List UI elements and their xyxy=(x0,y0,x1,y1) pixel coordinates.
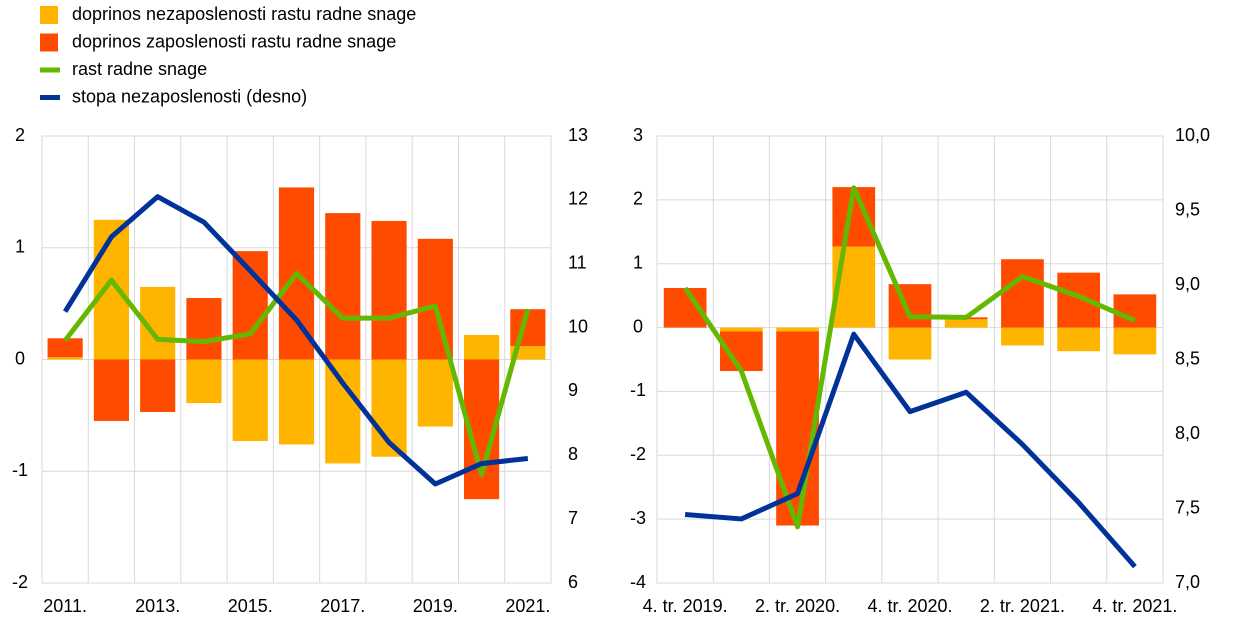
bar xyxy=(325,213,361,360)
y2-tick-label: 7,5 xyxy=(1175,497,1200,517)
bar xyxy=(186,298,222,360)
bar xyxy=(1113,294,1157,328)
legend-label: doprinos nezaposlenosti rastu radne snag… xyxy=(72,4,416,24)
y2-tick-label: 11 xyxy=(568,252,587,272)
x-tick-label: 2017. xyxy=(320,596,365,616)
bar xyxy=(1057,327,1101,352)
y2-tick-label: 9 xyxy=(568,380,578,400)
y2-tick-label: 8 xyxy=(568,444,578,464)
line xyxy=(63,270,531,478)
legend-swatch xyxy=(40,6,58,24)
bar xyxy=(719,327,763,332)
bar xyxy=(888,284,932,328)
bar xyxy=(47,338,83,358)
y2-tick-label: 9,5 xyxy=(1175,199,1200,219)
legend-swatch xyxy=(40,33,58,52)
line xyxy=(683,185,1136,530)
line xyxy=(684,331,1137,569)
y-tick-label: 3 xyxy=(633,125,643,145)
y2-tick-label: 10,0 xyxy=(1175,125,1210,145)
y2-tick-label: 10 xyxy=(568,316,588,336)
y-tick-label: -1 xyxy=(12,460,28,480)
y-tick-label: 0 xyxy=(15,348,25,368)
bar xyxy=(417,359,453,427)
bar xyxy=(1001,259,1044,328)
legend-label: stopa nezaposlenosti (desno) xyxy=(72,86,307,106)
x-tick-label: 2015. xyxy=(228,596,273,616)
bar xyxy=(1001,327,1044,346)
bar xyxy=(888,327,932,360)
bar xyxy=(325,359,361,464)
y2-tick-label: 8,5 xyxy=(1175,348,1200,368)
y2-tick-label: 8,0 xyxy=(1175,423,1200,443)
y-tick-label: 1 xyxy=(15,237,25,257)
bar xyxy=(464,334,500,360)
line xyxy=(63,194,529,487)
bar xyxy=(93,219,129,360)
y-tick-label: -2 xyxy=(12,572,28,592)
x-tick-label: 2019. xyxy=(413,596,458,616)
y2-tick-label: 9,0 xyxy=(1175,274,1200,294)
x-tick-label: 4. tr. 2019. xyxy=(643,596,728,616)
bar xyxy=(47,357,83,360)
bar xyxy=(776,327,819,332)
y-tick-label: 2 xyxy=(633,189,643,209)
bar xyxy=(371,220,407,360)
bar xyxy=(944,319,988,328)
y-tick-label: -4 xyxy=(630,572,646,592)
bar xyxy=(93,359,129,421)
legend-label: doprinos zaposlenosti rastu radne snage xyxy=(72,31,396,51)
y2-tick-label: 13 xyxy=(568,125,588,145)
x-tick-label: 2. tr. 2021. xyxy=(980,596,1065,616)
bar xyxy=(140,359,176,413)
bar xyxy=(186,359,222,404)
y-tick-label: 1 xyxy=(633,252,643,272)
x-tick-label: 2. tr. 2020. xyxy=(755,596,840,616)
x-tick-label: 2013. xyxy=(135,596,180,616)
x-tick-label: 4. tr. 2021. xyxy=(1092,596,1177,616)
y2-tick-label: 7 xyxy=(568,508,578,528)
x-tick-label: 2011. xyxy=(43,596,87,616)
y-tick-label: -2 xyxy=(630,444,646,464)
plot-frame xyxy=(656,135,1164,584)
bar xyxy=(278,359,315,445)
y2-tick-label: 6 xyxy=(568,572,578,592)
y-tick-label: -1 xyxy=(630,380,646,400)
legend-label: rast radne snage xyxy=(72,59,207,79)
plot-frame xyxy=(41,135,552,584)
y2-tick-label: 12 xyxy=(568,189,588,209)
y-tick-label: 0 xyxy=(633,316,643,336)
bar xyxy=(1113,327,1157,355)
x-tick-label: 4. tr. 2020. xyxy=(867,596,952,616)
y-tick-label: -3 xyxy=(630,508,646,528)
y2-tick-label: 7,0 xyxy=(1175,572,1200,592)
bar xyxy=(232,359,268,442)
y-tick-label: 2 xyxy=(15,125,25,145)
x-tick-label: 2021. xyxy=(505,596,550,616)
